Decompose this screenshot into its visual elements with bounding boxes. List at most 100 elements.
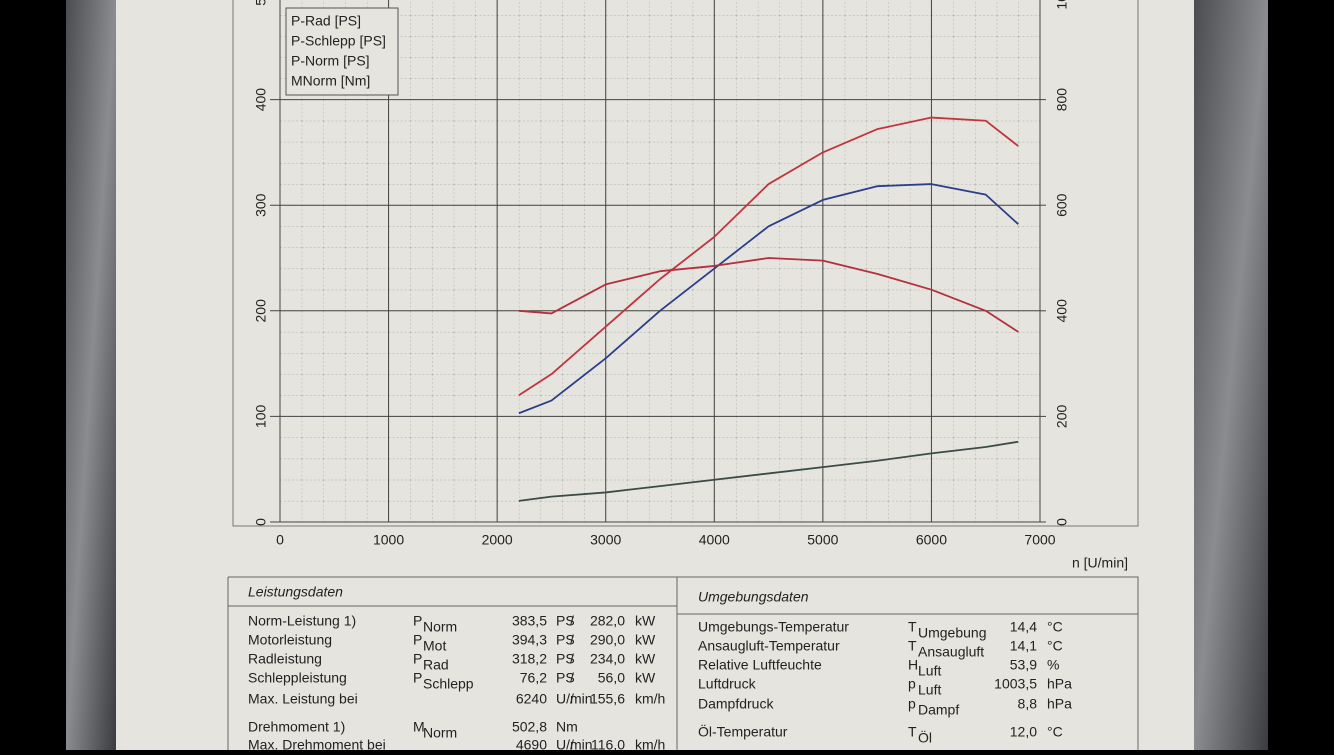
row-cell: PS — [556, 651, 575, 667]
row-symbol-sub: Öl — [918, 729, 932, 746]
row-cell: U/min — [556, 691, 593, 707]
row-cell: / — [570, 737, 574, 750]
row-symbol-sub: Luft — [918, 663, 941, 679]
row-cell: 502,8 — [512, 719, 547, 735]
x-tick-label: 2000 — [482, 532, 513, 548]
x-tick-label: 6000 — [916, 532, 947, 548]
row-cell: 53,9 — [1010, 657, 1037, 673]
row-cell: Nm — [556, 719, 578, 735]
background-metal — [1194, 0, 1268, 750]
legend-entry: P-Rad [PS] — [291, 13, 361, 29]
row-symbol: M — [413, 719, 425, 735]
row-cell: 234,0 — [590, 651, 625, 667]
y2-tick-label: 800 — [1054, 88, 1070, 112]
row-cell: PS — [556, 670, 575, 686]
series-line — [518, 116, 1019, 397]
row-cell: 8,8 — [1018, 696, 1038, 712]
row-cell: / — [570, 670, 574, 686]
row-cell: kW — [635, 613, 656, 629]
row-label: Motorleistung — [248, 632, 332, 648]
tables — [227, 576, 1139, 750]
x-tick-label: 5000 — [807, 532, 838, 548]
row-cell: 1003,5 — [994, 676, 1037, 692]
x-tick-label: 7000 — [1024, 532, 1055, 548]
series-line — [518, 257, 1019, 333]
y-tick-label: 300 — [253, 193, 269, 217]
row-label: Max. Leistung bei — [248, 691, 358, 707]
background-metal — [66, 0, 116, 750]
row-cell: 76,2 — [520, 670, 547, 686]
row-label: Max. Drehmoment bei — [248, 737, 386, 750]
row-cell: kW — [635, 670, 656, 686]
row-cell: / — [570, 691, 574, 707]
y-tick-label: 100 — [253, 405, 269, 429]
row-symbol: P — [413, 613, 422, 629]
row-cell: °C — [1047, 638, 1063, 654]
row-symbol-sub: Luft — [918, 682, 941, 698]
row-cell: / — [570, 613, 574, 629]
row-symbol: T — [908, 619, 917, 635]
row-symbol-sub: Umgebung — [918, 625, 987, 641]
row-cell: 4690 — [516, 737, 547, 750]
row-symbol-sub: Norm — [423, 725, 457, 741]
row-cell: 290,0 — [590, 632, 625, 648]
row-cell: kW — [635, 632, 656, 648]
row-cell: 318,2 — [512, 651, 547, 667]
table-title: Leistungsdaten — [248, 584, 343, 600]
row-cell: 14,4 — [1010, 619, 1037, 635]
series-line — [518, 440, 1019, 502]
row-label: Ansaugluft-Temperatur — [698, 638, 840, 654]
x-tick-label: 1000 — [373, 532, 404, 548]
row-symbol: p — [908, 676, 916, 692]
row-cell: 282,0 — [590, 613, 625, 629]
y-tick-label: 500 — [253, 0, 269, 6]
row-cell: / — [570, 632, 574, 648]
row-symbol-sub: Rad — [423, 657, 449, 673]
row-cell: 155,6 — [590, 691, 625, 707]
row-cell: km/h — [635, 737, 665, 750]
row-label: Norm-Leistung 1) — [248, 613, 356, 629]
x-tick-label: 4000 — [699, 532, 730, 548]
row-cell: hPa — [1047, 676, 1072, 692]
y2-tick-label: 400 — [1054, 299, 1070, 323]
y2-tick-label: 0 — [1054, 518, 1070, 526]
row-cell: PS — [556, 632, 575, 648]
row-cell: 12,0 — [1010, 724, 1037, 740]
row-symbol-sub: Mot — [423, 638, 446, 654]
x-tick-label: 0 — [276, 532, 284, 548]
table-title: Umgebungsdaten — [698, 589, 809, 605]
row-symbol: P — [413, 670, 422, 686]
row-cell: / — [570, 651, 574, 667]
legend-entry: P-Norm [PS] — [291, 53, 370, 69]
row-symbol-sub: Schlepp — [423, 676, 474, 692]
legend-entry: P-Schlepp [PS] — [291, 33, 386, 49]
row-symbol: T — [908, 724, 917, 740]
row-cell: U/min — [556, 737, 593, 750]
row-symbol: P — [413, 651, 422, 667]
row-symbol: P — [413, 632, 422, 648]
row-symbol: H — [908, 657, 918, 673]
row-cell: 6240 — [516, 691, 547, 707]
y2-tick-label: 600 — [1054, 193, 1070, 217]
row-label: Relative Luftfeuchte — [698, 657, 822, 673]
y2-tick-label: 200 — [1054, 405, 1070, 429]
row-cell: 56,0 — [598, 670, 625, 686]
row-cell: °C — [1047, 619, 1063, 635]
y-tick-label: 0 — [253, 518, 269, 526]
row-cell: 383,5 — [512, 613, 547, 629]
row-cell: 14,1 — [1010, 638, 1037, 654]
row-cell: °C — [1047, 724, 1063, 740]
legend-box — [285, 7, 399, 96]
y-tick-label: 400 — [253, 88, 269, 112]
row-symbol-sub: Dampf — [918, 702, 959, 718]
row-cell: kW — [635, 651, 656, 667]
row-label: Schleppleistung — [248, 670, 347, 686]
row-label: Öl-Temperatur — [698, 723, 788, 740]
row-label: Luftdruck — [698, 676, 757, 692]
x-tick-label: 3000 — [590, 532, 621, 548]
y2-tick-label: 1000 — [1054, 0, 1070, 10]
row-cell: hPa — [1047, 696, 1072, 712]
plot-frame — [232, 0, 1139, 527]
